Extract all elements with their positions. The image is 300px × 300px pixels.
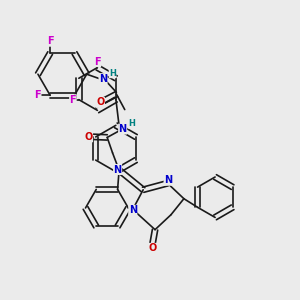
Text: F: F xyxy=(94,57,101,67)
Text: N: N xyxy=(129,205,137,215)
Text: H: H xyxy=(128,119,135,128)
Text: N: N xyxy=(113,164,122,175)
Text: N: N xyxy=(99,74,107,84)
Text: H: H xyxy=(109,69,116,78)
Text: F: F xyxy=(47,36,53,46)
Text: F: F xyxy=(70,95,76,105)
Text: F: F xyxy=(34,90,41,100)
Text: O: O xyxy=(148,243,157,254)
Text: N: N xyxy=(164,175,172,185)
Text: O: O xyxy=(84,132,93,142)
Text: O: O xyxy=(96,98,104,107)
Text: N: N xyxy=(118,124,127,134)
